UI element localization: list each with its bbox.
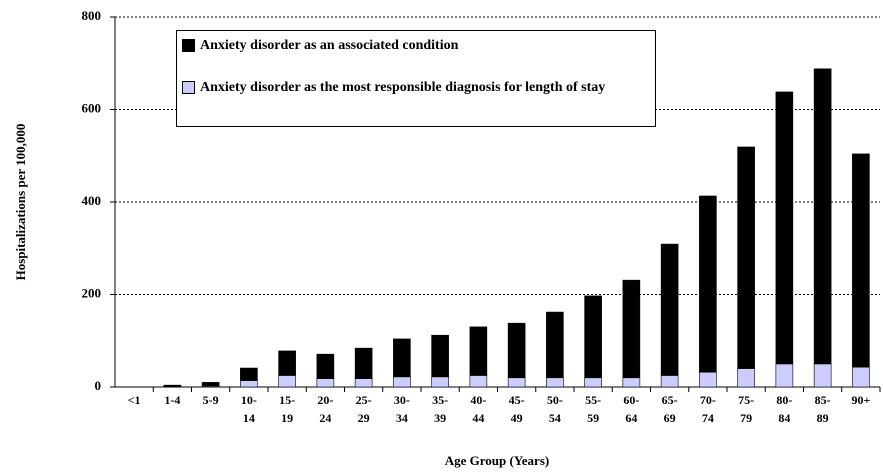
bar-segment <box>546 377 564 388</box>
legend-label: Anxiety disorder as the most responsible… <box>200 80 606 95</box>
bar-segment <box>354 378 373 388</box>
x-tick-label: 20- 24 <box>317 393 334 425</box>
y-tick-label: 400 <box>82 193 102 208</box>
bar-segment <box>775 363 794 388</box>
bar-segment <box>316 353 335 379</box>
x-tick-label: 30- 34 <box>393 393 410 425</box>
legend-swatch <box>182 39 195 52</box>
bar-segment <box>469 326 488 376</box>
bar-segment <box>393 376 411 388</box>
x-tick-label: 50- 54 <box>546 393 563 425</box>
bar-segment <box>852 153 870 368</box>
x-tick-label: <1 <box>127 393 141 407</box>
bar-segment <box>622 279 641 379</box>
bar-segment <box>737 146 755 369</box>
bar-segment <box>584 295 602 379</box>
bar-segment <box>584 377 602 388</box>
y-tick-label: 200 <box>82 285 102 300</box>
x-tick-label: 10- 14 <box>240 393 257 425</box>
bar-segment <box>507 377 526 388</box>
bar-segment <box>660 375 679 388</box>
bar-segment <box>163 384 182 387</box>
x-tick-label: 60- 64 <box>623 393 640 425</box>
bar-segment <box>431 376 449 388</box>
legend-label: Anxiety disorder as an associated condit… <box>200 38 459 53</box>
x-tick-label: 1-4 <box>164 393 181 407</box>
bar-segment <box>469 375 488 388</box>
bar-segment <box>507 322 526 379</box>
x-tick-label: 5-9 <box>202 393 219 407</box>
bar-segment <box>622 377 641 388</box>
y-axis-label: Hospitalizations per 100,000 <box>13 124 28 281</box>
bar-segment <box>699 371 717 388</box>
legend: Anxiety disorder as an associated condit… <box>176 30 656 127</box>
legend-entry: Anxiety disorder as an associated condit… <box>182 36 650 56</box>
bar-segment <box>393 338 411 378</box>
bar-segment <box>546 311 564 379</box>
bar-segment <box>431 334 449 378</box>
x-tick-label: 75- 79 <box>738 393 755 425</box>
bar-segment <box>240 367 258 381</box>
x-tick-label: 85- 89 <box>814 393 831 425</box>
bar-segment <box>354 347 373 379</box>
x-tick-label: 80- 84 <box>776 393 793 425</box>
x-tick-label: 25- 29 <box>355 393 372 425</box>
bar-segment <box>813 68 832 365</box>
bar-segment <box>278 350 296 376</box>
x-tick-label: 70- 74 <box>699 393 716 425</box>
legend-entry: Anxiety disorder as the most responsible… <box>182 78 650 98</box>
x-tick-label: 40- 44 <box>470 393 487 425</box>
bar-segment <box>775 91 794 365</box>
y-tick-label: 800 <box>82 8 102 23</box>
bar-segment <box>737 368 755 388</box>
bar-segment <box>240 380 258 388</box>
bar-segment <box>201 382 220 387</box>
x-tick-label: 15- 19 <box>279 393 296 425</box>
x-tick-label: 65- 69 <box>661 393 678 425</box>
x-tick-label: 55- 59 <box>585 393 602 425</box>
legend-swatch <box>182 81 195 94</box>
bar-segment <box>278 375 296 388</box>
x-tick-label: 35- 39 <box>432 393 449 425</box>
y-tick-label: 0 <box>95 378 102 393</box>
x-axis-label: Age Group (Years) <box>445 453 549 468</box>
bar-segment <box>813 363 832 388</box>
bar-segment <box>316 378 335 388</box>
x-tick-label: 90+ <box>851 393 871 407</box>
bar-segment <box>699 195 717 373</box>
bar-segment <box>852 366 870 388</box>
x-tick-label: 45- 49 <box>508 393 525 425</box>
bar-segment <box>660 243 679 376</box>
y-tick-label: 600 <box>82 100 102 115</box>
